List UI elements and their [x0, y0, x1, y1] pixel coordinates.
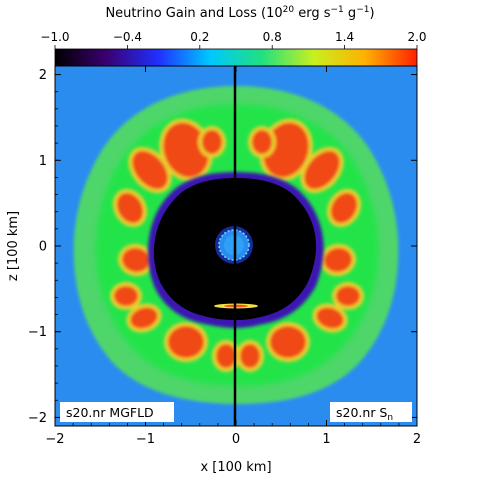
colorbar: −1.0 −0.4 0.2 0.8 1.4 2.0 [40, 30, 427, 67]
colorbar-tick-label: −0.4 [113, 30, 142, 44]
gain-blob [270, 326, 306, 358]
gain-blob [304, 150, 340, 190]
gain-blob [163, 122, 209, 178]
gain-blob [216, 344, 236, 368]
panel-label-right: s20.nr Sn [330, 402, 412, 423]
gain-blob [168, 326, 204, 358]
gain-blob [336, 286, 360, 306]
colorbar-tick-label: 1.4 [335, 30, 354, 44]
colorbar-tick-label: 0.8 [263, 30, 282, 44]
gain-blob [130, 307, 158, 329]
y-tick-label: 1 [39, 154, 47, 169]
y-axis-ticks: −2 −1 0 1 2 [28, 68, 417, 426]
gain-blob [202, 130, 222, 154]
gain-blob [132, 150, 168, 190]
gain-blob [116, 192, 144, 224]
y-tick-label: −2 [28, 411, 47, 426]
panel-label-right-text: s20.nr Sn [336, 405, 393, 423]
panel-label-left: s20.nr MGFLD [60, 402, 174, 422]
chart-title: Neutrino Gain and Loss (1020 erg s−1 g−1… [105, 5, 374, 21]
gain-blob [252, 130, 272, 154]
x-tick-label: −1 [136, 432, 155, 447]
panel-label-left-text: s20.nr MGFLD [66, 405, 154, 420]
y-tick-label: −1 [28, 325, 47, 340]
gain-blob [330, 192, 358, 224]
colorbar-ticks: −1.0 −0.4 0.2 0.8 1.4 2.0 [40, 30, 427, 49]
colorbar-tick-label: 2.0 [407, 30, 426, 44]
gain-blob [316, 307, 344, 329]
gain-blob [114, 286, 138, 306]
x-axis-ticks: −2 −1 0 1 2 [45, 66, 421, 447]
gain-blob [240, 344, 260, 368]
colorbar-gradient [54, 48, 418, 67]
x-tick-label: 0 [232, 432, 240, 447]
gain-regions [110, 118, 364, 372]
y-tick-label: 0 [39, 240, 47, 255]
gain-blob [122, 247, 150, 273]
gain-blob [324, 247, 352, 273]
colorbar-tick-label: −1.0 [40, 30, 69, 44]
colorbar-tick-label: 0.2 [190, 30, 209, 44]
y-axis-label: z [100 km] [6, 211, 21, 281]
y-tick-label: 2 [39, 68, 47, 83]
x-axis-label: x [100 km] [200, 460, 271, 475]
heatmap [55, 66, 417, 426]
x-tick-label: 2 [413, 432, 421, 447]
x-tick-label: −2 [45, 432, 64, 447]
x-tick-label: 1 [322, 432, 330, 447]
